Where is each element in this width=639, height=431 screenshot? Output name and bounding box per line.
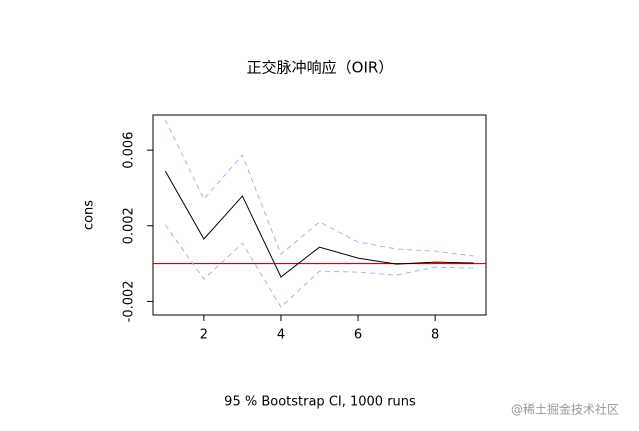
x-axis-label: 95 % Bootstrap CI, 1000 runs: [224, 395, 416, 410]
series-line: [164, 119, 474, 257]
x-tick-label: 4: [277, 328, 285, 343]
y-tick-label: 0.002: [122, 207, 137, 244]
y-tick-label: 0.006: [122, 132, 137, 169]
y-tick-label: -0.002: [122, 280, 137, 322]
x-tick-label: 6: [354, 328, 362, 343]
x-tick-label: 2: [200, 328, 208, 343]
chart-title: 正交脉冲响应（OIR）: [247, 59, 394, 77]
y-axis-label: cons: [82, 200, 97, 230]
series-line: [164, 170, 474, 278]
watermark: @稀土掘金技术社区: [511, 402, 619, 417]
series-line: [164, 224, 474, 308]
x-tick-label: 8: [431, 328, 439, 343]
plot-frame: [152, 114, 487, 316]
